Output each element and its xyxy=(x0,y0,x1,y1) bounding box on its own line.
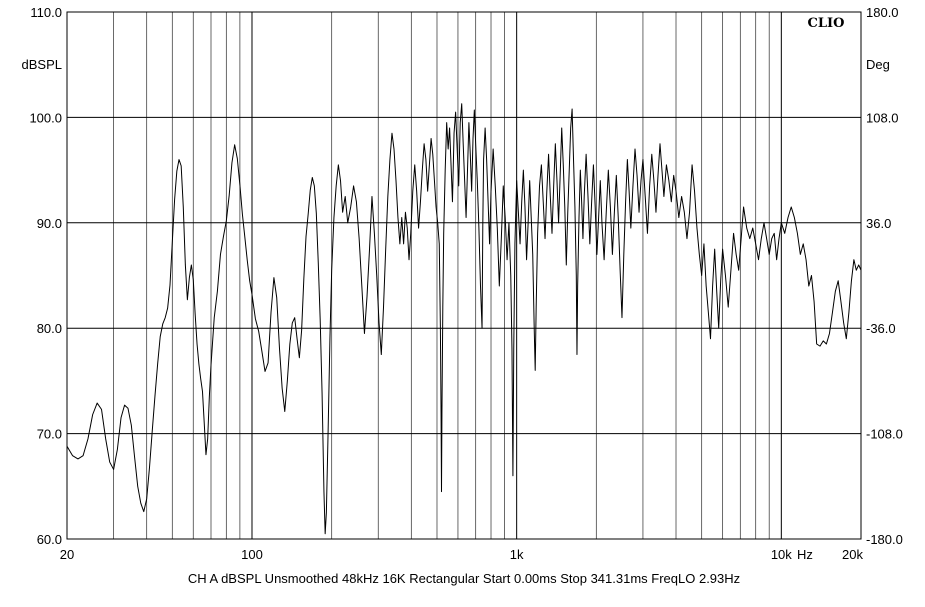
y-axis-label-left: dBSPL xyxy=(22,57,62,72)
y-tick-label: 80.0 xyxy=(37,321,62,336)
footer-status: CH A dBSPL Unsmoothed 48kHz 16K Rectangu… xyxy=(188,571,740,586)
response-curve xyxy=(66,103,862,535)
y2-tick-label: 108.0 xyxy=(866,110,899,125)
y2-tick-label: 180.0 xyxy=(866,5,899,20)
y-tick-label: 90.0 xyxy=(37,216,62,231)
x-tick-label: 20 xyxy=(60,547,74,562)
y-axis-label-right: Deg xyxy=(866,57,890,72)
x-axis-unit-label: Hz xyxy=(797,547,813,562)
x-tick-label: 1k xyxy=(510,547,524,562)
brand-label: CLIO xyxy=(808,16,845,31)
y2-tick-label: -180.0 xyxy=(866,532,903,547)
tick-label-layer: 60.0 70.0 80.0 90.0 100.0 110.0 -180.0 -108.0 -3… xyxy=(29,5,902,562)
y-tick-label: 100.0 xyxy=(29,110,62,125)
x-tick-label: 10k xyxy=(771,547,792,562)
plot-frame xyxy=(66,11,862,540)
y-tick-label: 110.0 xyxy=(30,5,62,20)
y-tick-label: 60.0 xyxy=(37,532,62,547)
y2-tick-label: 36.0 xyxy=(866,216,891,231)
x-tick-label: 20k xyxy=(842,547,863,562)
series-layer xyxy=(66,103,862,535)
plot-background xyxy=(67,12,861,539)
x-tick-label: 100 xyxy=(241,547,263,562)
grid-layer xyxy=(67,12,861,539)
y2-tick-label: -108.0 xyxy=(866,427,903,442)
y2-tick-label: -36.0 xyxy=(866,321,896,336)
y-tick-label: 70.0 xyxy=(37,427,62,442)
